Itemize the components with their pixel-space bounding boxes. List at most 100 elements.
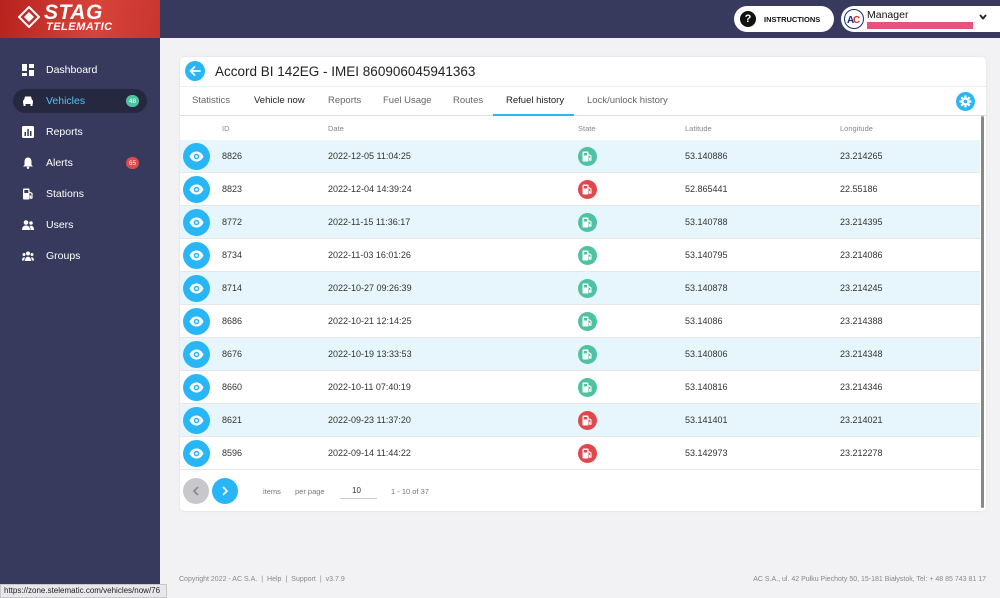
previous-page-button[interactable]: [183, 478, 209, 504]
eye-icon: [189, 217, 204, 228]
row-id: 8676: [222, 349, 243, 359]
column-header-date[interactable]: Date: [328, 124, 344, 133]
view-details-button[interactable]: [183, 407, 210, 434]
pagination-items-label: items: [263, 487, 281, 496]
footer-links: Copyright 2022 - AC S.A. | Help | Support | v3…: [179, 576, 345, 583]
tab-reports[interactable]: Reports: [328, 95, 362, 106]
eye-icon: [189, 316, 204, 327]
view-details-button[interactable]: [183, 143, 210, 170]
view-details-button[interactable]: [183, 209, 210, 236]
row-date: 2022-10-19 13:33:53: [328, 349, 412, 359]
row-id: 8772: [222, 217, 243, 227]
dashboard-icon: [22, 64, 34, 76]
row-longitude: 23.212278: [840, 448, 883, 458]
refuel-state-badge: [578, 147, 597, 166]
eye-icon: [189, 448, 204, 459]
view-details-button[interactable]: [183, 275, 210, 302]
tab-fuel-usage[interactable]: Fuel Usage: [383, 95, 432, 106]
refuel-state-badge: [578, 444, 597, 463]
sidebar-item-stations[interactable]: Stations: [13, 182, 147, 206]
refuel-state-badge: [578, 345, 597, 364]
top-bar: STAG TELEMATIC ? INSTRUCTIONS A C Manage…: [0, 0, 1000, 38]
row-date: 2022-11-03 16:01:26: [328, 250, 411, 260]
sidebar-item-label: Reports: [46, 126, 83, 138]
tab-refuel-history[interactable]: Refuel history: [506, 95, 565, 106]
row-date: 2022-09-23 11:37:20: [328, 415, 411, 425]
view-details-button[interactable]: [183, 341, 210, 368]
tab-routes[interactable]: Routes: [453, 95, 484, 106]
sidebar-item-alerts[interactable]: Alerts 65: [13, 151, 147, 175]
column-header-state[interactable]: State: [578, 124, 596, 133]
view-details-button[interactable]: [183, 440, 210, 467]
user-name: Manager: [867, 9, 909, 21]
sidebar-item-reports[interactable]: Reports: [13, 120, 147, 144]
svg-text:C: C: [853, 15, 860, 24]
alerts-count-badge: 65: [126, 157, 139, 169]
sidebar-item-label: Groups: [46, 250, 81, 262]
row-latitude: 53.140806: [685, 349, 728, 359]
next-page-button[interactable]: [212, 478, 238, 504]
refuel-history-card: Accord BI 142EG - IMEI 860906045941363 S…: [180, 57, 986, 511]
table-row: 8686 2022-10-21 12:14:25 53.14086 23.214388: [180, 305, 980, 338]
avatar: A C: [844, 9, 864, 29]
sidebar-item-groups[interactable]: Groups: [13, 244, 147, 268]
column-header-id[interactable]: ID: [222, 124, 230, 133]
eye-icon: [189, 250, 204, 261]
logo-subtext: TELEMATIC: [46, 21, 113, 33]
row-longitude: 23.214395: [840, 217, 883, 227]
fuel-pump-icon: [582, 349, 592, 360]
eye-icon: [189, 415, 204, 426]
view-details-button[interactable]: [183, 374, 210, 401]
logo[interactable]: STAG TELEMATIC: [0, 0, 160, 38]
tab-lock-unlock-history[interactable]: Lock/unlock history: [587, 95, 668, 106]
per-page-input[interactable]: [340, 482, 377, 499]
sidebar-item-label: Vehicles: [46, 95, 86, 107]
instructions-button[interactable]: ? INSTRUCTIONS: [734, 6, 834, 32]
help-link[interactable]: Help: [267, 576, 282, 583]
back-button[interactable]: [185, 61, 205, 81]
row-longitude: 23.214348: [840, 349, 883, 359]
support-link[interactable]: Support: [291, 576, 316, 583]
row-latitude: 53.140788: [685, 217, 728, 227]
user-menu-button[interactable]: A C Manager: [841, 6, 1000, 32]
sidebar-item-label: Dashboard: [46, 64, 98, 76]
row-date: 2022-12-04 14:39:24: [328, 184, 412, 194]
row-id: 8826: [222, 151, 243, 161]
groups-icon: [22, 251, 34, 261]
refuel-state-badge: [578, 213, 597, 232]
row-latitude: 53.140878: [685, 283, 728, 293]
row-date: 2022-10-11 07:40:19: [328, 382, 411, 392]
stag-logo-icon: [18, 6, 40, 28]
row-id: 8714: [222, 283, 243, 293]
table-row: 8772 2022-11-15 11:36:17 53.140788 23.21439…: [180, 206, 980, 239]
view-details-button[interactable]: [183, 242, 210, 269]
table-row: 8826 2022-12-05 11:04:25 53.140886 23.21426…: [180, 140, 980, 173]
table-row: 8660 2022-10-11 07:40:19 53.140816 23.21434…: [180, 371, 980, 404]
bell-icon: [23, 157, 33, 169]
row-id: 8596: [222, 448, 243, 458]
scrollbar[interactable]: [981, 116, 984, 508]
fuel-pump-icon: [582, 151, 592, 162]
refuel-state-badge: [578, 378, 597, 397]
column-header-latitude[interactable]: Latitude: [685, 124, 712, 133]
sidebar-item-vehicles[interactable]: Vehicles 48: [13, 89, 147, 113]
ac-logo-icon: A C: [847, 15, 860, 24]
settings-button[interactable]: [956, 92, 975, 111]
gear-icon: [959, 95, 972, 108]
row-id: 8823: [222, 184, 243, 194]
row-id: 8621: [222, 415, 243, 425]
sidebar-item-dashboard[interactable]: Dashboard: [13, 58, 147, 82]
svg-text:A: A: [847, 15, 854, 24]
column-header-longitude[interactable]: Longitude: [840, 124, 873, 133]
tab-vehicle-now[interactable]: Vehicle now: [254, 95, 305, 106]
chevron-down-icon[interactable]: [978, 12, 988, 22]
users-icon: [22, 220, 34, 230]
tab-statistics[interactable]: Statistics: [192, 95, 231, 106]
refuel-state-badge: [578, 312, 597, 331]
view-details-button[interactable]: [183, 176, 210, 203]
row-date: 2022-10-27 09:26:39: [328, 283, 412, 293]
vehicles-count-badge: 48: [126, 95, 139, 107]
view-details-button[interactable]: [183, 308, 210, 335]
fuel-pump-icon: [582, 250, 592, 261]
sidebar-item-users[interactable]: Users: [13, 213, 147, 237]
